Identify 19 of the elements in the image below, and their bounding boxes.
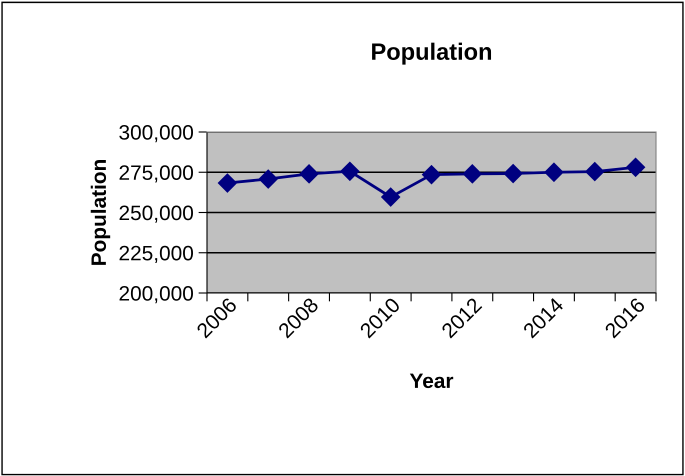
point <box>218 174 237 193</box>
point <box>544 162 564 182</box>
point <box>300 164 319 184</box>
y-tick-label: 225,000 <box>120 246 193 263</box>
point <box>258 169 278 189</box>
point <box>340 162 360 181</box>
point <box>504 164 523 184</box>
point <box>462 164 482 184</box>
y-axis-title: Population <box>90 160 110 265</box>
y-tick-label: 275,000 <box>120 165 193 182</box>
y-tick-label: 250,000 <box>120 206 193 223</box>
point <box>585 162 604 182</box>
point <box>381 188 400 207</box>
y-tick-label: 200,000 <box>120 286 193 304</box>
y-tick-label: 300,000 <box>119 125 193 142</box>
chart-title: Population <box>372 42 492 65</box>
point <box>422 165 442 184</box>
point <box>626 158 646 177</box>
x-axis-title: Year <box>410 374 454 388</box>
